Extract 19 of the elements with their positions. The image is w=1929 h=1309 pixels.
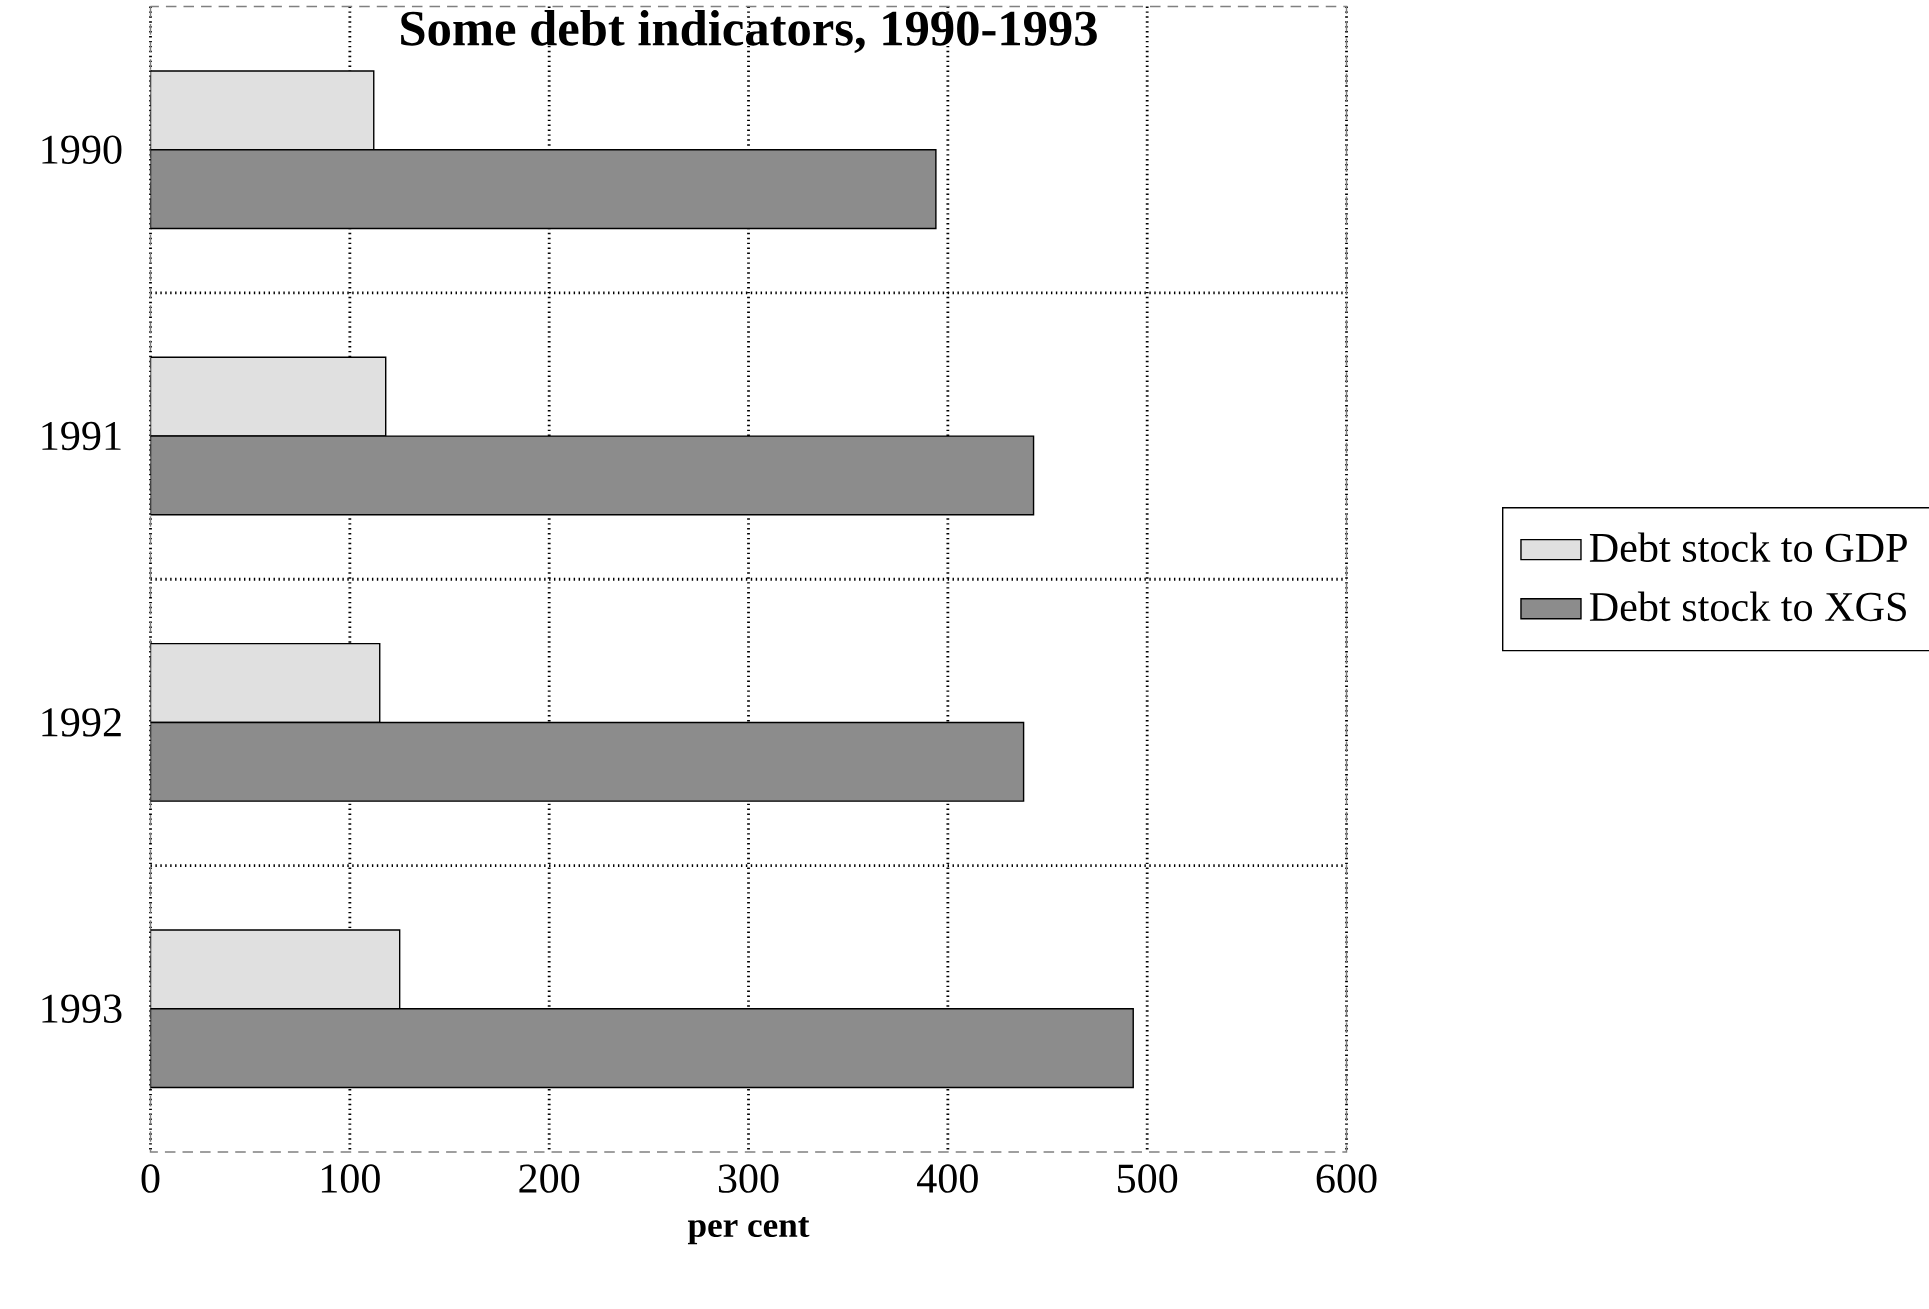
bar xyxy=(150,70,375,151)
y-tick-label: 1990 xyxy=(42,135,122,164)
y-tick-label: 1991 xyxy=(42,421,121,451)
x-tick-label: 200 xyxy=(519,1164,580,1193)
x-tick-label: 300 xyxy=(718,1164,779,1193)
x-tick-label: 500 xyxy=(1117,1164,1178,1193)
x-tick-label: 400 xyxy=(917,1164,978,1193)
y-tick-label: 1992 xyxy=(42,708,121,737)
y-tick-label: 1993 xyxy=(42,994,122,1023)
x-tick-label: 100 xyxy=(321,1164,380,1193)
x-axis-title: per cent xyxy=(687,1216,810,1245)
x-tick-label: 0 xyxy=(141,1164,160,1193)
bar xyxy=(150,929,401,1010)
bar xyxy=(150,642,381,724)
bar xyxy=(150,356,387,437)
x-tick-label: 600 xyxy=(1316,1164,1377,1193)
chart-title: Some debt indicators, 1990-1993 xyxy=(401,10,1097,54)
legend-label: Debt stock to XGS xyxy=(1589,591,1906,622)
legend-label: Debt stock to GDP xyxy=(1589,532,1907,563)
